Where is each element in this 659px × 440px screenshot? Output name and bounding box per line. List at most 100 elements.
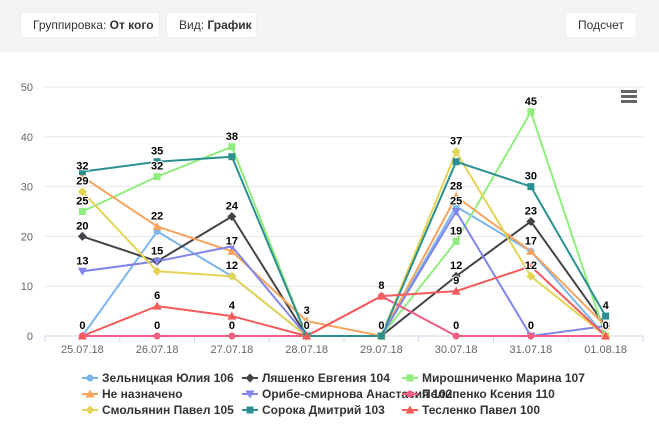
data-label: 0 <box>229 320 235 332</box>
legend-symbol <box>242 373 258 383</box>
data-point-series-3 <box>78 208 86 215</box>
legend-label: Мирошниченко Марина 107 <box>422 371 585 385</box>
data-point-series-9 <box>376 291 386 300</box>
legend-label: Ляшенко Евгения 104 <box>262 371 390 385</box>
y-tick-label: 40 <box>21 132 33 144</box>
data-label: 0 <box>378 320 384 332</box>
legend-label: Зельницкая Юлия 106 <box>102 371 234 385</box>
data-point-series-5 <box>601 322 611 331</box>
legend-label: Орибе-смирнова Анастасия 102 <box>262 387 453 401</box>
data-point-series-9 <box>451 286 461 295</box>
data-label: 28 <box>450 181 462 193</box>
data-point-series-7 <box>451 147 461 157</box>
data-label: 25 <box>76 196 88 208</box>
data-point-series-3 <box>527 108 535 116</box>
data-point-series-2 <box>526 216 536 226</box>
grouping-prefix: Группировка: <box>33 18 110 32</box>
data-point-series-8 <box>452 158 460 166</box>
data-label: 17 <box>226 235 238 247</box>
data-point-series-3 <box>452 237 460 245</box>
data-label: 37 <box>450 136 462 148</box>
grouping-value: От кого <box>109 18 154 32</box>
x-tick-label: 31.07.18 <box>509 344 552 356</box>
data-label: 4 <box>229 300 236 312</box>
data-label: 38 <box>226 131 238 143</box>
data-point-series-7 <box>526 271 536 281</box>
data-label: 0 <box>528 320 534 332</box>
view-value: График <box>207 18 252 32</box>
data-label: 17 <box>525 235 537 247</box>
series-line-9 <box>82 265 607 337</box>
data-label: 3 <box>304 305 310 317</box>
data-point-series-8 <box>153 158 161 166</box>
data-point-series-3 <box>153 173 161 181</box>
legend-label: Тесленко Павел 100 <box>422 403 540 417</box>
data-label: 30 <box>525 171 537 183</box>
data-label: 32 <box>151 161 163 173</box>
data-label: 29 <box>76 176 88 188</box>
x-tick-label: 30.07.18 <box>435 344 478 356</box>
x-tick-label: 28.07.18 <box>285 344 328 356</box>
data-label: 24 <box>226 200 239 212</box>
data-point-series-4 <box>152 221 162 230</box>
calculation-button[interactable]: Подсчет <box>566 13 636 37</box>
data-point-series-9 <box>302 331 312 340</box>
data-point-series-2 <box>77 231 87 241</box>
legend-label: Не назначено <box>102 387 183 401</box>
y-tick-label: 20 <box>21 231 33 243</box>
toolbar: Группировка: От кого Вид: График Подсчет <box>0 0 659 52</box>
data-point-series-8 <box>377 332 385 340</box>
data-point-series-9 <box>77 331 87 340</box>
legend-label: Пелипенко Ксения 110 <box>422 387 555 401</box>
data-label: 20 <box>76 220 88 232</box>
data-label: 4 <box>603 300 610 312</box>
data-label: 12 <box>450 260 462 272</box>
data-label: 0 <box>304 320 310 332</box>
data-label: 0 <box>603 320 609 332</box>
x-tick-label: 01.08.18 <box>584 344 627 356</box>
data-point-series-4 <box>451 192 461 201</box>
data-point-series-9 <box>526 261 536 270</box>
data-label: 9 <box>453 275 459 287</box>
data-point-series-6 <box>153 332 161 340</box>
view-button[interactable]: Вид: График <box>167 13 256 37</box>
data-point-series-2 <box>451 271 461 281</box>
hamburger-menu-icon[interactable] <box>621 90 637 104</box>
data-point-series-7 <box>77 187 87 197</box>
data-point-series-9 <box>227 311 237 320</box>
data-point-series-8 <box>228 153 236 161</box>
legend-symbol <box>242 406 258 414</box>
series-line-8 <box>82 155 607 337</box>
legend-symbol <box>82 405 98 415</box>
data-point-series-6 <box>452 332 460 340</box>
x-tick-label: 27.07.18 <box>210 344 253 356</box>
data-label: 45 <box>525 96 537 108</box>
y-tick-label: 30 <box>21 182 33 194</box>
data-point-series-5 <box>77 267 87 276</box>
data-label: 12 <box>525 260 537 272</box>
data-label: 23 <box>525 205 537 217</box>
data-point-series-2 <box>227 211 237 221</box>
legend-symbol <box>402 405 418 414</box>
legend-label: Смольянин Павел 105 <box>102 403 234 417</box>
data-label: 0 <box>154 320 160 332</box>
data-label: 12 <box>226 260 238 272</box>
data-point-series-5 <box>227 242 237 251</box>
data-point-series-5 <box>152 257 162 266</box>
data-label: 25 <box>450 196 462 208</box>
x-tick-label: 25.07.18 <box>61 344 104 356</box>
x-tick-label: 26.07.18 <box>136 344 179 356</box>
data-label: 15 <box>151 245 163 257</box>
legend-symbol <box>82 389 98 398</box>
data-point-series-4 <box>302 316 312 325</box>
data-label: 0 <box>453 320 459 332</box>
data-point-series-9 <box>152 301 162 310</box>
legend-symbol <box>242 390 258 399</box>
data-point-series-4 <box>77 172 87 181</box>
data-label: 35 <box>151 146 163 158</box>
data-point-series-8 <box>78 168 86 176</box>
data-point-series-6 <box>228 332 236 340</box>
legend-symbol <box>402 390 418 398</box>
series-line-5 <box>82 210 606 337</box>
grouping-button[interactable]: Группировка: От кого <box>21 13 159 37</box>
